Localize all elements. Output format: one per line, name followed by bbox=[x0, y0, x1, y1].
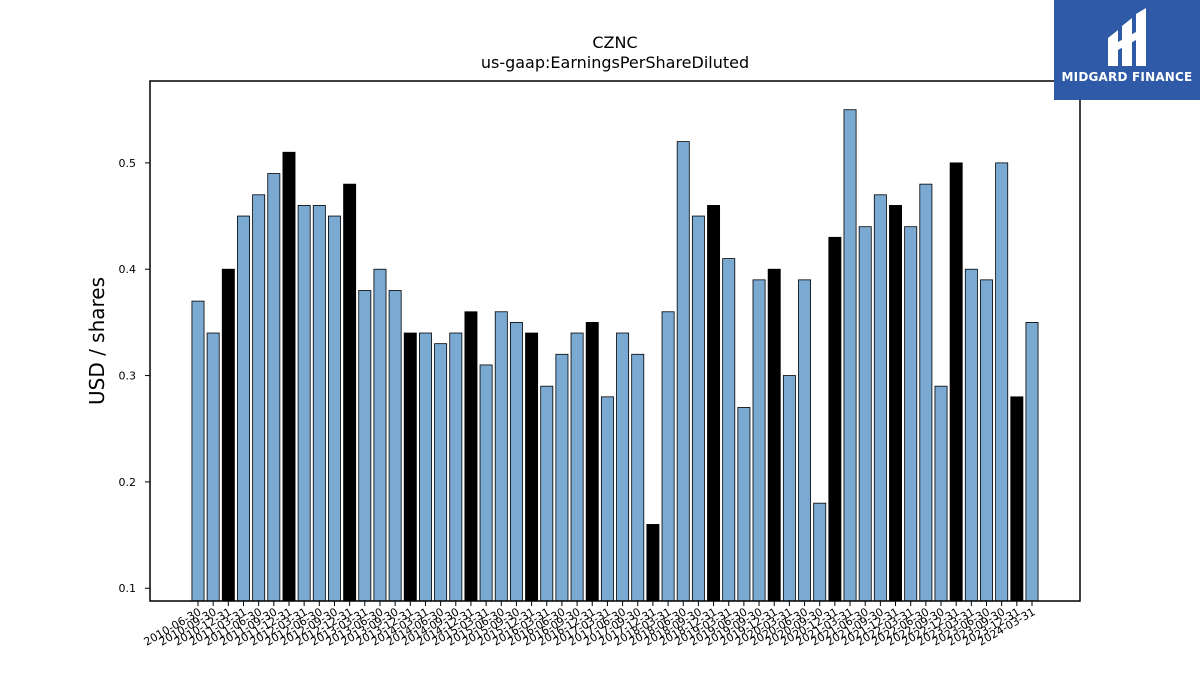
bar-2022-03-31 bbox=[904, 226, 918, 602]
bar-2011-12-31 bbox=[282, 151, 296, 602]
bar-2019-06-30 bbox=[737, 407, 751, 602]
bar-2018-09-30 bbox=[691, 215, 705, 602]
bar-2020-09-30 bbox=[813, 502, 827, 602]
bar-2017-06-30 bbox=[616, 332, 630, 602]
bar-2015-03-31 bbox=[479, 364, 493, 602]
bar-2011-06-30 bbox=[252, 194, 266, 602]
y-tick-label: 0.1 bbox=[119, 582, 137, 595]
chart-title: CZNC bbox=[592, 33, 637, 52]
bar-2023-03-31 bbox=[964, 268, 978, 602]
brand-name: MIDGARD FINANCE bbox=[1061, 70, 1193, 84]
bar-2019-03-31 bbox=[722, 258, 736, 602]
bar-2019-12-31 bbox=[767, 268, 781, 602]
bar-2016-12-31 bbox=[585, 321, 599, 602]
y-axis-label: USD / shares bbox=[85, 277, 109, 405]
bar-2010-12-31 bbox=[221, 268, 235, 602]
bar-2012-06-30 bbox=[312, 205, 326, 602]
bar-2024-03-31 bbox=[1025, 321, 1039, 602]
y-tick-label: 0.5 bbox=[119, 157, 137, 170]
brand-logo: MIDGARD FINANCE bbox=[1054, 0, 1200, 100]
bar-2011-03-31 bbox=[237, 215, 250, 602]
bar-2015-12-31 bbox=[525, 332, 539, 602]
bar-2018-12-31 bbox=[707, 205, 721, 602]
bar-2023-12-31 bbox=[1010, 396, 1024, 602]
bar-2011-09-30 bbox=[267, 173, 281, 602]
bar-2014-06-30 bbox=[434, 343, 448, 602]
bar-2017-12-31 bbox=[646, 524, 660, 602]
bar-2018-03-31 bbox=[661, 311, 675, 602]
bar-2012-09-30 bbox=[328, 215, 341, 602]
bar-2015-09-30 bbox=[509, 321, 523, 602]
chart-subtitle: us-gaap:EarningsPerShareDiluted bbox=[481, 53, 749, 72]
bar-2013-09-30 bbox=[388, 290, 402, 602]
bar-2020-06-30 bbox=[798, 279, 812, 602]
bar-2022-12-31 bbox=[949, 162, 963, 602]
bar-2019-09-30 bbox=[752, 279, 766, 602]
bar-2023-06-30 bbox=[980, 279, 993, 602]
bar-2014-09-30 bbox=[449, 332, 463, 602]
y-tick-label: 0.3 bbox=[119, 370, 137, 383]
bar-2015-06-30 bbox=[494, 311, 508, 602]
bar-2012-12-31 bbox=[343, 183, 357, 602]
bar-2010-06-30 bbox=[191, 300, 205, 602]
plot-frame bbox=[149, 80, 1081, 602]
bar-2017-09-30 bbox=[631, 353, 645, 602]
bar-2016-03-31 bbox=[540, 385, 554, 602]
bar-2017-03-31 bbox=[600, 396, 614, 602]
y-tick-label: 0.2 bbox=[119, 476, 137, 489]
bar-2018-06-30 bbox=[676, 141, 690, 602]
bar-2013-03-31 bbox=[358, 290, 372, 602]
bar-2010-09-30 bbox=[206, 332, 220, 602]
bar-2014-03-31 bbox=[418, 332, 432, 602]
bar-2020-03-31 bbox=[782, 375, 796, 602]
y-tick-label: 0.4 bbox=[119, 263, 137, 276]
bar-2012-03-31 bbox=[297, 205, 311, 602]
bar-2020-12-31 bbox=[828, 236, 842, 602]
bar-2021-12-31 bbox=[889, 205, 902, 602]
bar-2023-09-30 bbox=[995, 162, 1009, 602]
bar-2016-09-30 bbox=[570, 332, 584, 602]
bar-2016-06-30 bbox=[555, 353, 569, 602]
bar-2021-09-30 bbox=[873, 194, 887, 602]
bar-2013-12-31 bbox=[403, 332, 417, 602]
bar-2014-12-31 bbox=[464, 311, 478, 602]
bar-2013-06-30 bbox=[373, 268, 387, 602]
bars-group bbox=[191, 109, 1039, 602]
x-axis-ticks: 2010-06-302010-09-302010-12-312011-03-31… bbox=[142, 601, 1038, 649]
bar-2021-06-30 bbox=[858, 226, 872, 602]
bar-2021-03-31 bbox=[843, 109, 857, 602]
bar-2022-06-30 bbox=[919, 183, 933, 602]
y-axis-ticks: 0.1 0.2 0.3 0.4 0.5 bbox=[119, 157, 150, 595]
logo-mark-icon bbox=[1108, 8, 1146, 66]
bar-2022-09-30 bbox=[934, 385, 948, 602]
